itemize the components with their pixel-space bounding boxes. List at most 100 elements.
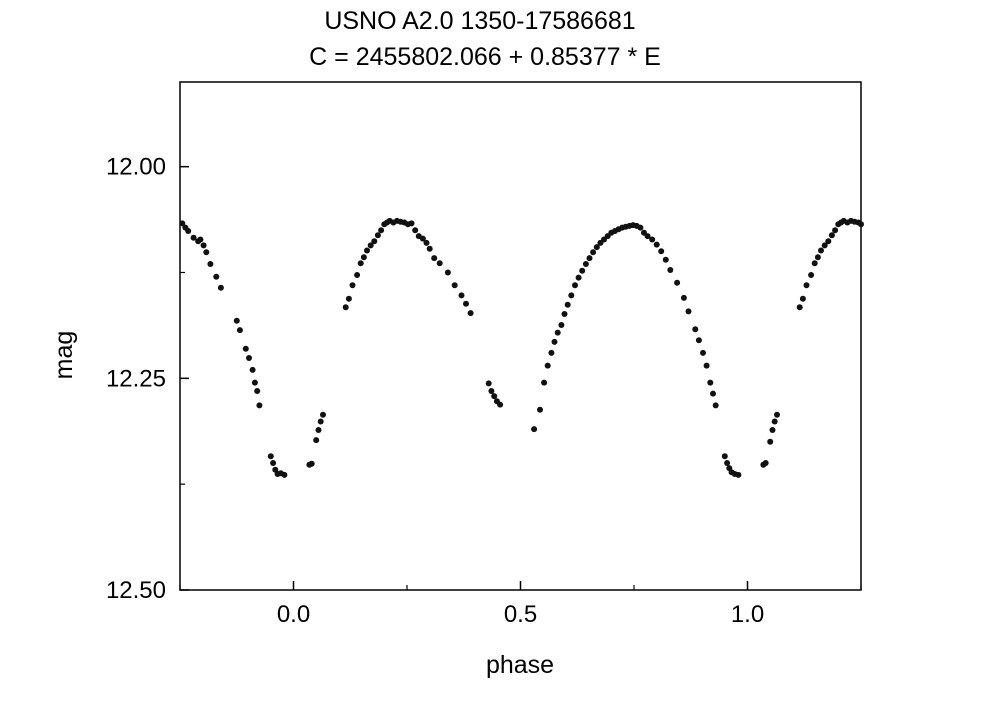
data-point: [561, 311, 568, 317]
data-point: [771, 418, 778, 425]
x-tick-label: 0.5: [504, 601, 537, 628]
data-point: [649, 236, 656, 243]
data-point: [423, 239, 430, 246]
data-point: [695, 337, 702, 344]
data-point: [217, 284, 224, 291]
data-point: [436, 260, 443, 267]
y-tick-label: 12.50: [106, 577, 166, 604]
data-point: [207, 261, 214, 267]
data-point: [320, 411, 326, 418]
data-point: [419, 235, 426, 242]
data-point: [251, 379, 258, 386]
data-point: [658, 248, 665, 255]
data-point: [590, 249, 597, 256]
data-point: [774, 411, 780, 418]
data-point: [463, 300, 469, 307]
data-point: [270, 460, 277, 466]
data-point: [680, 294, 687, 301]
data-point: [364, 247, 370, 254]
data-point: [190, 234, 197, 241]
data-point: [458, 292, 465, 299]
data-point: [700, 349, 706, 356]
data-point: [254, 388, 261, 394]
data-point: [712, 402, 719, 409]
x-tick-label: 0.0: [277, 601, 310, 628]
data-point: [342, 304, 349, 311]
data-point: [579, 267, 586, 274]
data-point: [662, 256, 669, 263]
data-point: [374, 232, 381, 239]
data-point: [558, 322, 565, 328]
data-point: [431, 255, 438, 262]
chart-title: USNO A2.0 1350-17586681: [324, 7, 635, 35]
data-point: [249, 366, 256, 373]
data-point: [544, 362, 551, 369]
plot-frame: [179, 81, 862, 591]
tick-labels: 0.0 0.5 1.0 12.00 12.25 12.50: [106, 154, 764, 628]
data-point: [653, 241, 660, 248]
data-point: [360, 254, 367, 261]
data-point: [814, 254, 821, 261]
data-point: [858, 221, 864, 228]
data-point: [451, 282, 458, 289]
data-point: [531, 426, 538, 433]
data-point: [426, 245, 433, 252]
data-point: [345, 295, 352, 302]
y-tick-label: 12.25: [106, 365, 166, 392]
axis-ticks: [179, 165, 862, 591]
data-point: [315, 427, 322, 433]
x-axis-label: phase: [486, 651, 554, 679]
data-point: [497, 401, 504, 408]
data-point: [200, 242, 207, 249]
data-point: [724, 460, 731, 466]
data-point: [769, 427, 776, 433]
data-point: [692, 326, 699, 333]
data-point: [710, 390, 716, 397]
data-point: [357, 260, 364, 267]
data-point: [488, 388, 495, 394]
data-point: [317, 418, 324, 425]
data-point: [256, 402, 263, 409]
x-tick-label: 1.0: [731, 601, 764, 628]
data-point: [354, 272, 361, 278]
data-point: [412, 227, 419, 234]
data-point: [821, 242, 828, 249]
data-point: [818, 247, 824, 254]
data-point: [246, 355, 252, 361]
data-point: [572, 282, 578, 289]
data-point: [674, 279, 681, 286]
data-point: [811, 260, 818, 267]
data-point: [313, 437, 320, 444]
data-point: [378, 227, 385, 234]
data-point: [796, 304, 803, 311]
data-point: [593, 244, 600, 251]
data-point: [575, 274, 582, 281]
data-point: [554, 329, 561, 336]
data-point: [203, 249, 210, 256]
data-point: [367, 242, 374, 249]
data-point: [267, 453, 274, 460]
data-point: [308, 460, 315, 467]
data-point: [408, 220, 415, 227]
data-point: [637, 224, 644, 231]
data-point: [233, 317, 240, 324]
data-point: [828, 232, 835, 239]
data-point: [197, 236, 204, 243]
data-point: [762, 460, 769, 466]
data-point: [825, 238, 832, 245]
data-point: [281, 471, 288, 478]
data-point: [467, 310, 474, 317]
data-point: [213, 273, 220, 280]
data-point: [568, 292, 575, 299]
data-point: [707, 379, 714, 386]
data-point: [485, 380, 492, 387]
data-point: [799, 295, 806, 302]
data-point: [667, 267, 674, 273]
data-point: [541, 379, 548, 386]
data-point: [803, 282, 810, 289]
data-point: [551, 338, 558, 345]
data-point: [236, 327, 243, 334]
data-point: [444, 269, 451, 276]
data-points: [179, 217, 864, 478]
